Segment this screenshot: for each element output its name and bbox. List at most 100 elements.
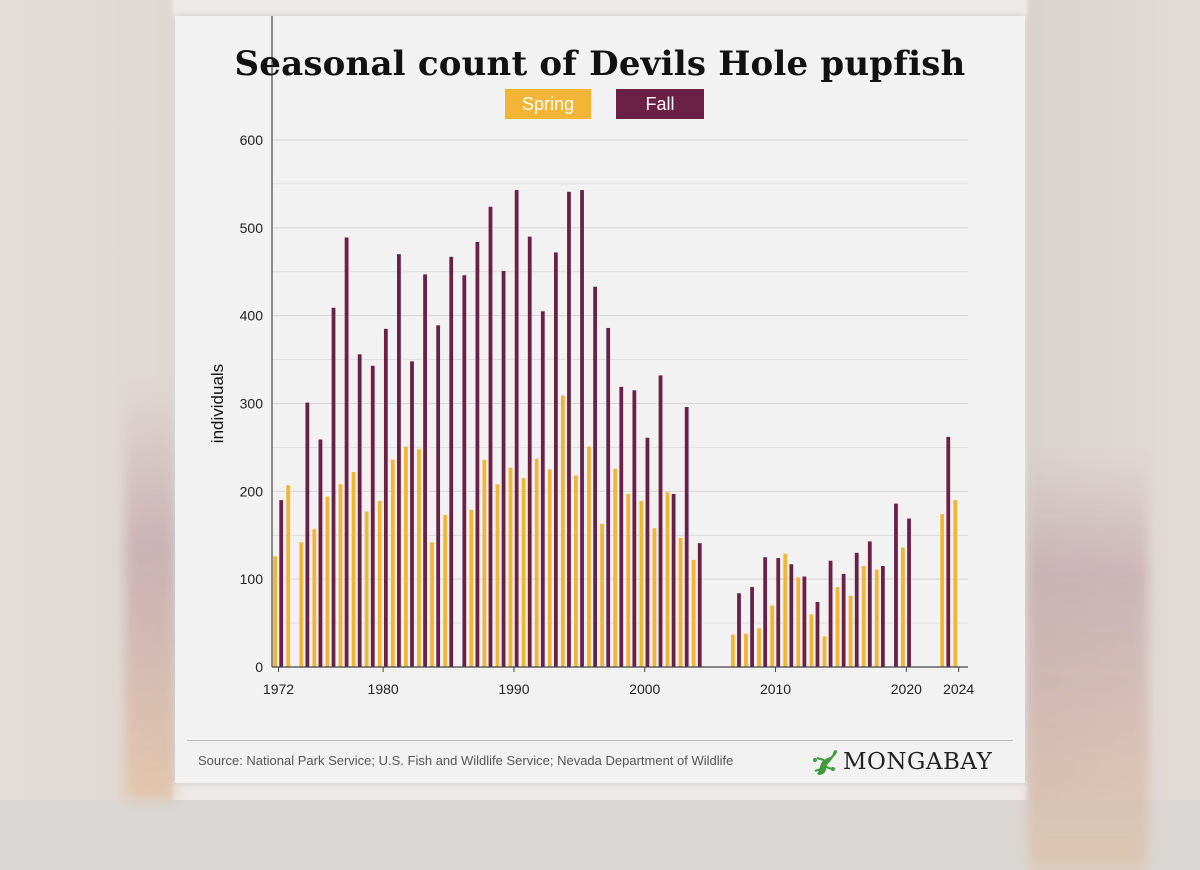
bar-spring (404, 446, 408, 667)
x-tick-label: 1990 (498, 681, 529, 697)
bar-fall (305, 402, 310, 667)
bar-fall (357, 354, 362, 667)
bar-spring (953, 500, 958, 667)
bar-fall (684, 407, 689, 667)
bar-spring (626, 493, 631, 667)
bar-spring (325, 496, 330, 667)
bar-spring (757, 628, 761, 667)
bar-spring (770, 605, 775, 667)
bar-fall (462, 275, 467, 667)
bar-fall (593, 286, 598, 667)
source-note: Source: National Park Service; U.S. Fish… (198, 753, 734, 768)
bar-spring (587, 446, 591, 667)
chart-card: Seasonal count of Devils Hole pupfish Sp… (175, 16, 1025, 783)
x-tick-label: 2000 (629, 681, 660, 697)
x-tick-label: 1980 (368, 681, 399, 697)
bar-fall (370, 365, 375, 667)
bar-spring (848, 595, 853, 667)
mongabay-logo: MONGABAY (811, 747, 992, 777)
bar-spring (495, 484, 500, 667)
y-tick-label: 600 (240, 132, 264, 148)
bar-fall (423, 274, 427, 667)
bar-fall (750, 587, 754, 667)
bar-fall (632, 390, 637, 667)
bar-spring (547, 469, 552, 667)
bar-fall (697, 543, 702, 667)
legend-fall: Fall (616, 89, 704, 119)
bar-spring (874, 569, 879, 667)
bar-spring (364, 511, 369, 667)
footer-divider (187, 740, 1013, 741)
bar-spring (273, 556, 277, 667)
bar-spring (430, 542, 434, 667)
bar-spring (613, 468, 618, 667)
bar-fall (410, 361, 414, 667)
x-tick-label: 2010 (760, 681, 791, 697)
bar-fall (658, 375, 663, 667)
bar-fall (828, 560, 833, 667)
bar-spring (377, 500, 382, 667)
bar-fall (553, 252, 558, 667)
bar-fall (580, 190, 584, 667)
bar-spring (665, 492, 670, 667)
legend-spring: Spring (505, 89, 591, 119)
bar-fall (763, 557, 768, 667)
bar-spring (940, 514, 945, 667)
bar-spring (822, 636, 827, 667)
bar-spring (560, 395, 565, 667)
bar-fall (436, 325, 441, 667)
bar-spring (901, 547, 905, 667)
gecko-icon (813, 749, 837, 775)
bar-chart: 0 100 200 300 400 500 600 individuals 1972 1980 19… (208, 16, 974, 697)
x-tick-label: 2020 (891, 681, 922, 697)
bar-fall (946, 436, 951, 667)
bar-spring (809, 614, 814, 667)
bar-fall (331, 307, 336, 667)
bar-spring (508, 467, 513, 667)
y-tick-label: 100 (240, 571, 264, 587)
bar-fall (671, 493, 676, 667)
bar-spring (286, 485, 291, 667)
bar-fall (397, 254, 401, 667)
bar-fall (776, 558, 781, 667)
bar-fall (815, 602, 820, 667)
bar-spring (390, 459, 395, 667)
bar-fall (475, 241, 480, 668)
backdrop-blur-left (125, 380, 175, 800)
bar-fall (344, 237, 349, 667)
bar-spring (443, 515, 448, 667)
bar-fall (802, 576, 807, 667)
bar-fall (645, 437, 650, 667)
bar-spring (521, 478, 526, 667)
bar-fall (867, 541, 872, 667)
bar-spring (299, 542, 304, 667)
backdrop-blur-right (1028, 450, 1148, 870)
x-tick-label: 1972 (263, 681, 294, 697)
bar-fall (606, 327, 611, 667)
bar-fall (854, 552, 859, 667)
chart-legend: Spring Fall (175, 89, 1025, 119)
bar-spring (600, 523, 604, 667)
bar-spring (312, 529, 317, 667)
bar-fall (488, 206, 493, 667)
bar-fall (619, 386, 624, 667)
y-tick-label: 400 (240, 308, 264, 324)
bar-spring (351, 472, 356, 667)
bar-spring (652, 528, 657, 667)
bar-fall (880, 565, 885, 667)
bar-spring (835, 587, 840, 667)
bar-fall (514, 190, 519, 667)
bar-fall (449, 256, 454, 667)
x-tick-label: 2024 (943, 681, 974, 697)
bar-fall (567, 191, 571, 668)
bar-spring (861, 565, 866, 667)
bar-fall (737, 593, 741, 667)
bar-spring (731, 634, 735, 667)
bar-fall (279, 500, 284, 667)
bar-fall (894, 503, 898, 667)
bar-spring (796, 577, 801, 667)
chart-title: Seasonal count of Devils Hole pupfish (234, 44, 966, 84)
bar-spring (338, 484, 343, 667)
y-tick-label: 300 (240, 396, 264, 412)
bar-spring (574, 475, 578, 667)
